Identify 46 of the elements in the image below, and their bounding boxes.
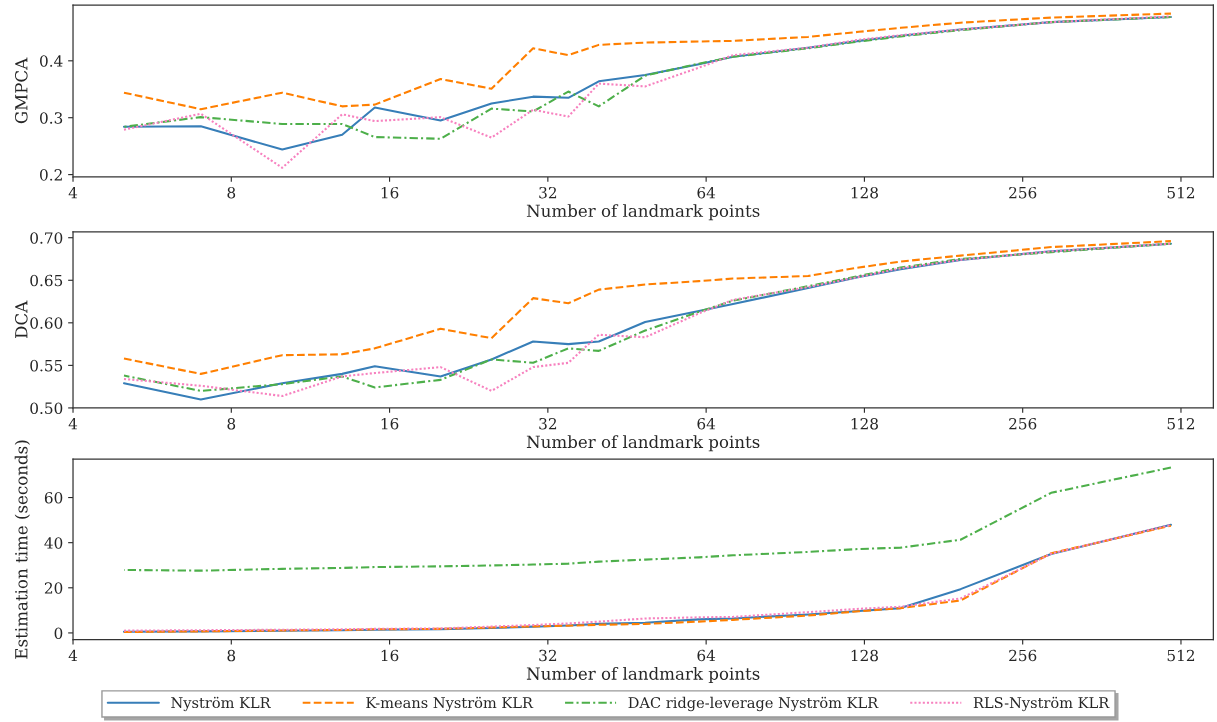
legend-label: K-means Nyström KLR [366,696,534,712]
legend-label: Nyström KLR [171,696,271,712]
legend-label: RLS-Nyström KLR [973,696,1110,712]
x-tick-label: 4 [68,649,78,662]
x-tick-label: 64 [697,417,716,430]
x-tick-label: 256 [1009,649,1037,662]
x-tick-label: 8 [227,417,236,430]
x-tick-label: 128 [851,649,878,662]
x-tick-label: 512 [1167,649,1195,662]
y-tick-label: 0 [54,627,63,639]
x-tick-label: 16 [381,186,399,199]
x-tick-label: 8 [227,649,236,662]
x-tick-label: 32 [539,417,557,430]
y-tick-label: 60 [44,492,63,504]
x-tick-label: 128 [851,417,878,430]
x-axis-title: Number of landmark points [526,204,760,221]
x-tick-label: 64 [697,649,716,662]
x-tick-label: 4 [68,186,78,199]
y-tick-label: 0.2 [40,169,62,181]
x-tick-label: 16 [381,417,399,430]
x-tick-label: 128 [851,186,878,199]
legend-label: DAC ridge-leverage Nyström KLR [628,696,879,712]
x-tick-label: 4 [68,417,78,430]
y-tick-label: 20 [44,582,63,594]
x-tick-label: 8 [227,186,236,199]
y-axis-title: GMPCA [14,57,28,124]
y-tick-label: 0.50 [30,402,63,414]
x-tick-label: 256 [1009,417,1037,430]
y-tick-label: 0.3 [40,112,63,124]
x-tick-label: 512 [1167,417,1195,430]
y-tick-label: 0.70 [30,232,63,244]
x-tick-label: 512 [1167,186,1195,199]
x-tick-label: 64 [697,186,716,199]
y-tick-label: 0.55 [30,359,63,372]
y-axis-title: DCA [14,300,28,338]
y-tick-label: 0.60 [30,317,63,329]
y-tick-label: 40 [44,537,63,549]
y-tick-label: 0.65 [30,274,63,287]
y-tick-label: 0.4 [40,55,63,67]
y-axis-title: Estimation time (seconds) [14,440,30,659]
x-tick-label: 256 [1009,186,1037,199]
x-tick-label: 32 [539,186,557,199]
x-tick-label: 16 [381,649,399,662]
x-tick-label: 32 [539,649,557,662]
x-axis-title: Number of landmark points [526,435,760,452]
x-axis-title: Number of landmark points [526,666,760,684]
